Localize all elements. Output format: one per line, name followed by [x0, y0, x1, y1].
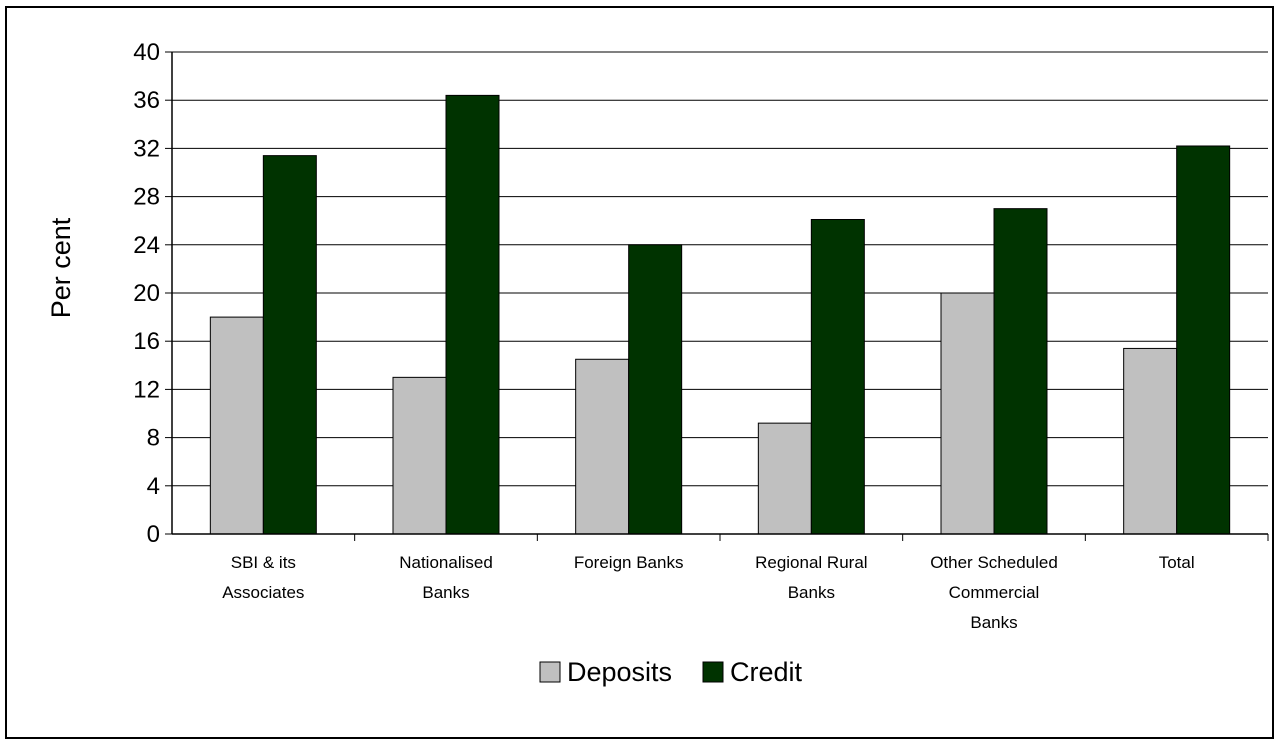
legend-label-credit: Credit	[730, 657, 803, 687]
x-category-label-line: Banks	[422, 583, 469, 602]
bar-credit	[628, 244, 683, 535]
axes: 0 4 8 12 16 20 24 28 32 36 40 SBI & its Associates Na…	[133, 39, 1269, 632]
x-category-label-line: Banks	[788, 583, 835, 602]
x-category-label-line: Banks	[970, 613, 1017, 632]
bar-deposits	[575, 358, 630, 535]
x-category-label: Nationalised Banks	[399, 553, 493, 602]
bar-credit	[810, 218, 865, 535]
bar-credit	[445, 94, 500, 535]
x-category-label: Other Scheduled Commercial Banks	[930, 553, 1058, 632]
y-axis-title: Per cent	[46, 217, 76, 318]
bars	[209, 94, 1231, 535]
bar-credit	[262, 155, 317, 535]
y-tick-label: 16	[133, 328, 160, 355]
y-tick-label: 4	[147, 473, 160, 500]
y-tick-label: 0	[147, 521, 160, 548]
bar-credit	[1176, 145, 1231, 535]
y-tick-label: 36	[133, 87, 160, 114]
bar-credit	[993, 208, 1048, 535]
y-tick-label: 40	[133, 39, 160, 66]
legend-swatch-credit	[702, 661, 724, 683]
x-category-label-line: Regional Rural	[755, 553, 867, 572]
bar-deposits	[1123, 347, 1178, 535]
x-category-label-line: SBI & its	[231, 553, 296, 572]
bar-deposits	[757, 422, 812, 535]
x-category-label-line: Associates	[222, 583, 304, 602]
legend-label-deposits: Deposits	[567, 657, 672, 687]
x-category-label: Regional Rural Banks	[755, 553, 867, 602]
bar-deposits	[940, 292, 995, 535]
x-category-label: Total	[1159, 553, 1195, 572]
y-tick-label: 32	[133, 135, 160, 162]
x-category-label-line: Foreign Banks	[574, 553, 684, 572]
bar-deposits	[392, 376, 447, 535]
legend-swatch-deposits	[539, 661, 561, 683]
gridlines	[172, 51, 1268, 487]
x-category-label-line: Nationalised	[399, 553, 493, 572]
y-tick-label: 8	[147, 425, 160, 452]
y-tick-label: 20	[133, 280, 160, 307]
x-category-label-line: Other Scheduled	[930, 553, 1058, 572]
y-tick-label: 12	[133, 376, 160, 403]
bar-deposits	[209, 316, 264, 535]
y-tick-label: 24	[133, 232, 160, 259]
y-tick-label: 28	[133, 184, 160, 211]
x-category-label: SBI & its Associates	[222, 553, 304, 602]
x-category-label-line: Total	[1159, 553, 1195, 572]
x-category-label-line: Commercial	[949, 583, 1040, 602]
x-category-label: Foreign Banks	[574, 553, 684, 572]
legend: Deposits Credit	[539, 657, 803, 687]
